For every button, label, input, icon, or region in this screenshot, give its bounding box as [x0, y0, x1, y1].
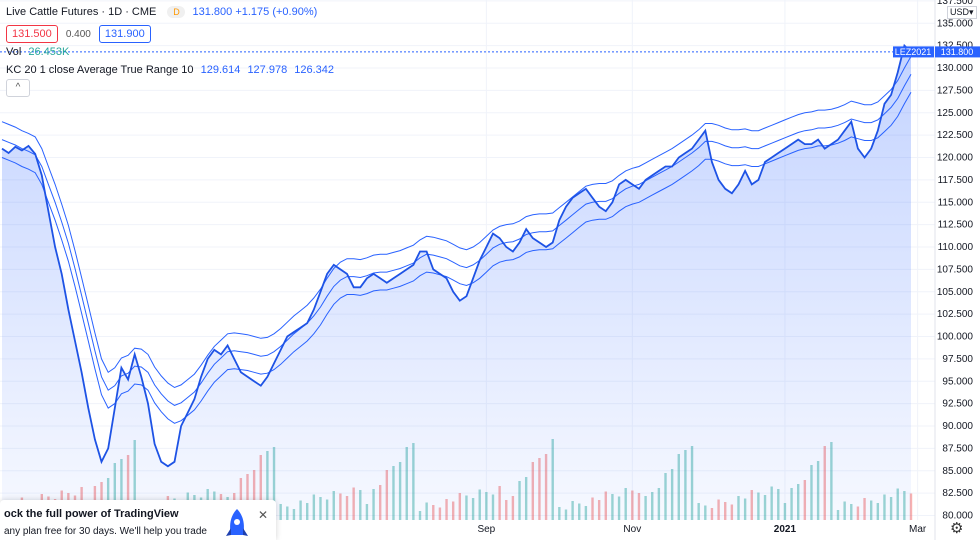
price-area-fill — [2, 45, 911, 520]
bid-ask: 131.500 0.400 131.900 — [6, 25, 151, 43]
y-tick-label: 87.500 — [942, 443, 973, 454]
promo-subtitle: any plan free for 30 days. We'll help yo… — [4, 526, 207, 537]
symbol-title: Live Cattle Futures · 1D · CME — [6, 6, 157, 18]
indicator-legend[interactable]: KC 20 1 close Average True Range 10 129.… — [6, 64, 334, 76]
x-tick-label: Sep — [477, 524, 495, 535]
spread-value: 0.400 — [65, 29, 91, 40]
keltner-upper-line — [1, 56, 912, 389]
x-tick-label: 2021 — [774, 524, 797, 535]
symbol-legend: Live Cattle Futures · 1D · CME D 131.800… — [6, 6, 318, 19]
last-price-symbol: LEZ2021 — [895, 47, 932, 57]
y-tick-label: 115.000 — [938, 197, 974, 208]
keltner-middle-line — [1, 74, 912, 406]
y-tick-label: 112.500 — [938, 220, 974, 231]
chevron-down-icon: ▾ — [969, 7, 974, 17]
close-icon[interactable]: ✕ — [257, 508, 268, 522]
y-tick-label: 80.000 — [942, 511, 973, 522]
last-price: 131.800 — [192, 6, 233, 18]
y-tick-label: 125.000 — [937, 108, 974, 119]
y-tick-label: 127.500 — [937, 85, 974, 96]
y-tick-label: 90.000 — [942, 421, 973, 432]
promo-banner[interactable]: ock the full power of TradingView any pl… — [0, 500, 276, 540]
y-tick-label: 92.500 — [942, 399, 973, 410]
y-tick-label: 130.000 — [937, 63, 974, 74]
sell-button[interactable]: 131.500 — [6, 25, 58, 43]
y-tick-label: 137.500 — [937, 0, 974, 7]
indicator-label: KC 20 1 close Average True Range 10 — [6, 64, 194, 76]
last-price-tag: LEZ2021 131.800 — [893, 46, 980, 58]
y-tick-label: 100.000 — [937, 332, 974, 343]
time-axis: SepNov2021MarMayJulSepNov — [477, 524, 927, 535]
price-change: +1.175 (+0.90%) — [235, 6, 318, 18]
rocket-icon — [226, 509, 248, 536]
price-axis: 80.000 82.500 85.000 87.500 90.000 92.500 95.0… — [934, 0, 974, 540]
volume-legend[interactable]: Vol 26.453K — [6, 46, 69, 58]
x-tick-label: Nov — [623, 524, 641, 535]
y-tick-label: 105.000 — [937, 287, 974, 298]
indicator-value-1: 129.614 — [200, 64, 241, 76]
volume-label: Vol — [6, 46, 22, 58]
y-tick-label: 135.000 — [937, 18, 974, 29]
gear-icon[interactable]: ⚙ — [950, 520, 964, 537]
price-line — [1, 43, 912, 468]
y-tick-label: 102.500 — [937, 309, 974, 320]
collapse-legend-button[interactable]: ^ — [6, 79, 30, 97]
volume-value: 26.453K — [28, 46, 70, 58]
keltner-lower-line — [1, 91, 912, 424]
y-tick-label: 120.000 — [937, 153, 974, 164]
currency-label: USD — [950, 7, 970, 17]
buy-button[interactable]: 131.900 — [98, 25, 151, 43]
y-tick-label: 110.000 — [938, 242, 974, 253]
y-tick-label: 95.000 — [942, 376, 973, 387]
y-tick-label: 107.500 — [937, 264, 974, 275]
y-tick-label: 82.500 — [942, 488, 973, 499]
indicator-value-2: 127.978 — [247, 64, 288, 76]
y-tick-label: 117.500 — [938, 175, 974, 186]
y-tick-label: 97.500 — [942, 354, 973, 365]
y-tick-label: 132.500 — [937, 41, 974, 52]
indicator-value-3: 126.342 — [294, 64, 335, 76]
promo-title: ock the full power of TradingView — [4, 508, 179, 520]
market-status-badge[interactable]: D — [167, 6, 186, 19]
y-tick-label: 122.500 — [937, 130, 974, 141]
y-tick-label: 85.000 — [942, 466, 973, 477]
currency-selector[interactable]: USD▾ — [947, 6, 977, 19]
last-price-value: 131.800 — [941, 47, 974, 57]
x-tick-label: Mar — [909, 524, 927, 535]
